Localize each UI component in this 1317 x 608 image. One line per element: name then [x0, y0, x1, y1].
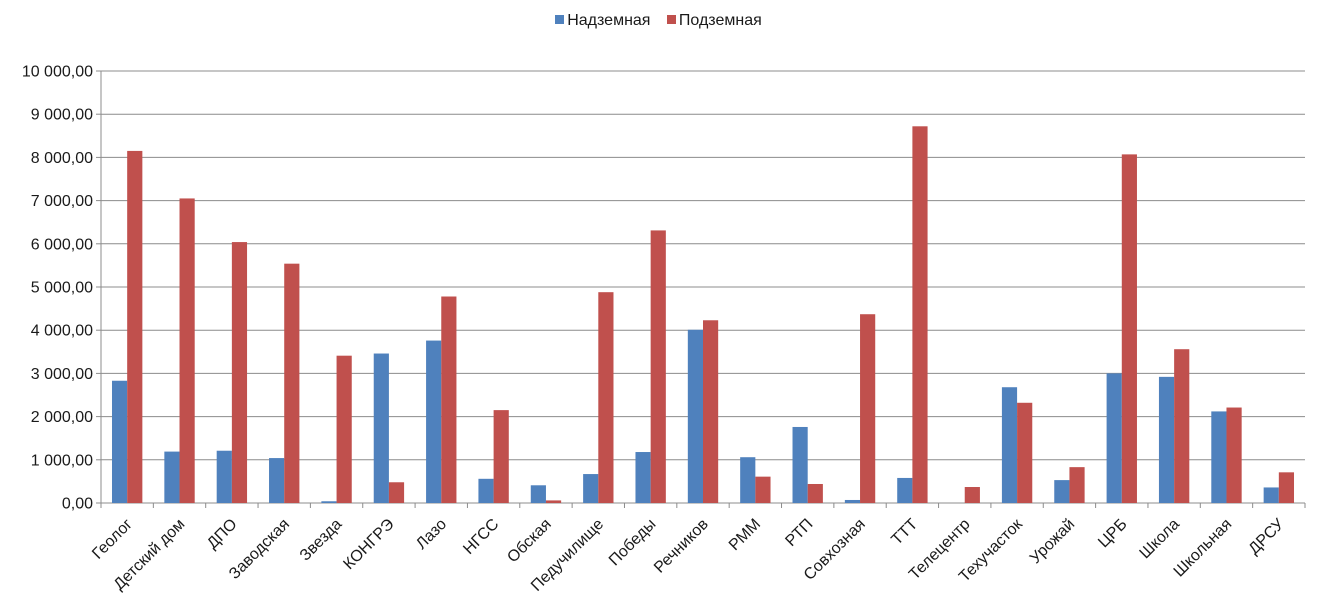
bar-underground [1121, 154, 1137, 503]
bar-underground [1174, 349, 1190, 503]
bar-above-ground [1054, 480, 1070, 503]
x-tick-label: ЦРБ [1095, 516, 1130, 551]
bar-underground [493, 410, 509, 503]
bar-underground [964, 487, 980, 503]
bar-above-ground [216, 450, 232, 503]
bar-underground [860, 314, 876, 503]
legend-swatch-above-ground [555, 15, 565, 24]
y-tick-label: 8 000,00 [31, 150, 93, 167]
x-tick-label: ДПО [204, 516, 241, 553]
bar-above-ground [792, 426, 808, 503]
x-tick-label: Победы [606, 516, 660, 570]
bar-above-ground [1001, 387, 1018, 503]
bar-underground [807, 483, 823, 503]
x-tick-label: Звезда [297, 516, 346, 565]
bar-underground [388, 482, 405, 503]
bar-underground [231, 242, 248, 503]
bar-underground [1278, 472, 1295, 503]
bar-underground [441, 296, 457, 503]
legend: Надземная Подземная [0, 12, 1317, 30]
x-tick-label: Геолог [89, 516, 136, 563]
legend-swatch-underground [666, 15, 676, 24]
y-tick-label: 10 000,00 [22, 64, 93, 81]
bar-underground [598, 292, 614, 503]
bar-above-ground [687, 329, 703, 503]
bar-underground [284, 263, 300, 503]
legend-item-above-ground: Надземная [555, 12, 650, 30]
bar-underground [336, 355, 352, 503]
x-tick-label: КОНГРЭ [340, 516, 397, 573]
x-tick-label: ДРСУ [1246, 515, 1289, 558]
x-tick-label: Речников [651, 516, 712, 577]
bar-above-ground [1263, 487, 1279, 503]
legend-label-above-ground: Надземная [567, 12, 651, 29]
bar-above-ground [321, 501, 337, 503]
bar-above-ground [373, 353, 389, 503]
y-tick-label: 0,00 [62, 496, 93, 513]
bar-above-ground [583, 474, 599, 503]
bar-above-ground [426, 340, 442, 503]
bar-above-ground [635, 452, 651, 503]
bar-underground [912, 126, 928, 504]
legend-item-underground: Подземная [666, 12, 762, 30]
bar-underground [545, 500, 562, 503]
bar-underground [127, 150, 143, 504]
y-tick-label: 9 000,00 [31, 107, 93, 124]
bar-above-ground [269, 458, 285, 503]
bar-above-ground [844, 499, 861, 503]
bar-above-ground [897, 477, 913, 503]
bar-underground [703, 320, 719, 503]
x-tick-label: Урожай [1027, 516, 1078, 567]
x-tick-label: Обская [504, 516, 554, 566]
bar-underground [1069, 467, 1085, 503]
x-tick-label: ТТТ [888, 516, 921, 549]
bar-above-ground [530, 485, 546, 503]
x-tick-label: Школа [1137, 516, 1183, 562]
bar-above-ground [1158, 376, 1175, 503]
bar-above-ground [1106, 373, 1122, 503]
y-tick-label: 1 000,00 [31, 452, 93, 469]
bar-underground [755, 476, 771, 503]
y-tick-label: 5 000,00 [31, 280, 93, 297]
legend-label-underground: Подземная [678, 12, 762, 29]
x-tick-label: РММ [726, 516, 764, 554]
y-tick-label: 7 000,00 [31, 193, 93, 210]
bar-above-ground [111, 380, 128, 503]
bar-underground [179, 198, 195, 503]
bar-underground [1017, 402, 1033, 503]
bar-above-ground [740, 457, 756, 503]
x-tick-label: НГСС [460, 516, 502, 558]
bar-above-ground [164, 451, 180, 503]
x-tick-label: РТП [782, 516, 816, 550]
x-tick-label: Лазо [413, 516, 450, 553]
y-tick-label: 2 000,00 [31, 409, 93, 426]
bar-above-ground [1211, 411, 1227, 503]
y-tick-label: 6 000,00 [31, 236, 93, 253]
y-tick-label: 4 000,00 [31, 323, 93, 340]
y-tick-label: 3 000,00 [31, 366, 93, 383]
bar-underground [1226, 407, 1242, 503]
bar-underground [650, 230, 666, 503]
bar-above-ground [478, 478, 494, 503]
